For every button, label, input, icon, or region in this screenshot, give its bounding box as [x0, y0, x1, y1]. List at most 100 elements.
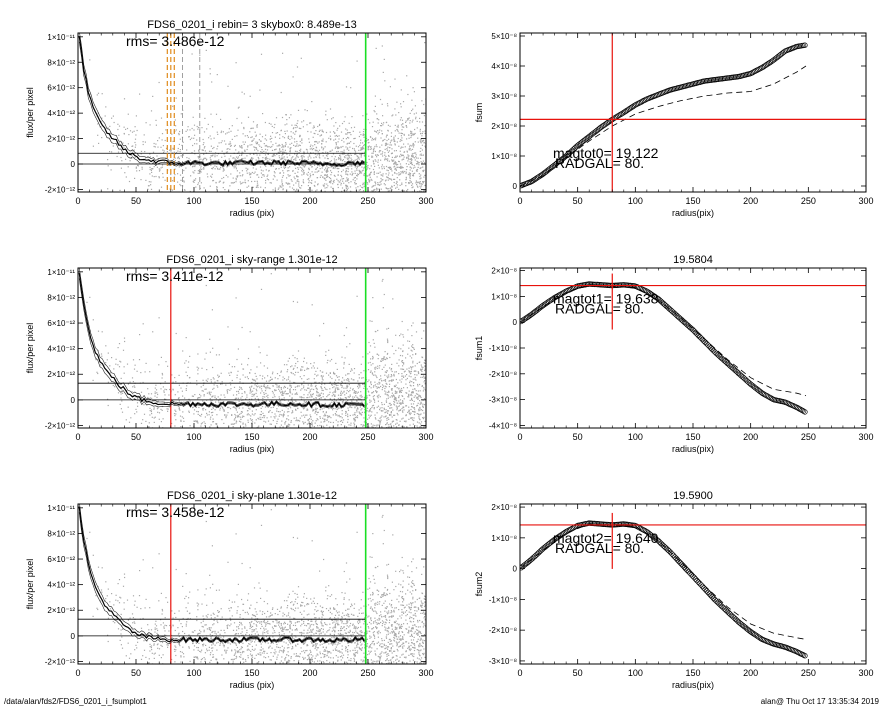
pixel-point — [326, 164, 328, 166]
pixel-point — [123, 337, 126, 339]
pixel-point — [143, 134, 145, 136]
pixel-point — [345, 432, 346, 433]
pixel-point — [294, 141, 296, 143]
pixel-point — [378, 167, 380, 169]
pixel-point — [301, 155, 303, 157]
pixel-point — [422, 160, 424, 162]
pixel-point — [152, 168, 154, 170]
pixel-point — [282, 429, 283, 430]
pixel-point — [403, 376, 405, 378]
pixel-point — [393, 184, 395, 187]
pixel-point — [292, 206, 293, 207]
pixel-point — [255, 392, 257, 394]
pixel-point — [335, 414, 337, 416]
pixel-point — [290, 179, 292, 181]
pixel-point — [394, 108, 396, 110]
pixel-point — [166, 408, 168, 410]
pixel-point — [351, 433, 352, 434]
pixel-point — [216, 166, 218, 168]
pixel-point — [410, 181, 412, 183]
pixel-point — [259, 352, 261, 354]
pixel-point — [384, 364, 386, 366]
pixel-point — [332, 438, 333, 439]
pixel-point — [424, 426, 426, 428]
pixel-point — [394, 401, 396, 403]
pixel-point — [278, 396, 280, 398]
pixel-point — [279, 137, 281, 139]
pixel-point — [184, 189, 186, 191]
x-axis-label: radius(pix) — [672, 208, 714, 218]
pixel-point — [125, 419, 127, 421]
pixel-point — [409, 172, 412, 175]
pixel-point — [296, 154, 298, 157]
growth-point — [755, 67, 761, 73]
pixel-point — [349, 445, 350, 446]
pixel-point — [395, 384, 397, 386]
pixel-point — [191, 53, 193, 55]
y-axis-label: flux/per pixel — [25, 87, 35, 138]
pixel-point — [292, 197, 293, 198]
pixel-point — [419, 406, 421, 409]
pixel-point — [401, 166, 403, 168]
pixel-point — [358, 169, 360, 171]
pixel-point — [414, 365, 416, 367]
pixel-point — [158, 168, 160, 170]
pixel-point — [212, 179, 215, 182]
pixel-point — [413, 417, 415, 419]
pixel-point — [212, 421, 215, 423]
pixel-point — [134, 141, 136, 144]
pixel-point — [160, 117, 163, 119]
pixel-point — [242, 181, 244, 184]
pixel-point — [420, 161, 422, 163]
growth-point — [537, 173, 544, 179]
pixel-point — [279, 172, 281, 174]
pixel-point — [313, 157, 315, 159]
pixel-point — [289, 174, 291, 177]
pixel-point — [419, 150, 421, 152]
pixel-point — [279, 172, 281, 174]
pixel-point — [265, 421, 267, 423]
pixel-point — [382, 179, 384, 181]
pixel-point — [396, 101, 398, 103]
pixel-point — [345, 457, 346, 458]
pixel-point — [342, 429, 343, 430]
pixel-point — [270, 123, 272, 125]
pixel-point — [202, 384, 204, 386]
pixel-point — [193, 45, 195, 48]
pixel-point — [287, 387, 289, 389]
pixel-point — [422, 390, 424, 392]
pixel-point — [396, 200, 397, 201]
pixel-point — [348, 149, 350, 151]
pixel-point — [396, 177, 398, 179]
pixel-point — [255, 419, 257, 421]
pixel-point — [191, 127, 193, 130]
pixel-point — [329, 391, 331, 393]
pixel-point — [283, 156, 285, 158]
pixel-point — [289, 166, 291, 168]
pixel-point — [328, 177, 331, 179]
pixel-point — [333, 158, 335, 160]
pixel-point — [303, 375, 305, 377]
pixel-point — [374, 207, 375, 208]
pixel-point — [370, 171, 372, 173]
pixel-point — [289, 406, 291, 408]
pixel-point — [271, 436, 272, 437]
pixel-point — [260, 53, 263, 55]
pixel-point — [374, 150, 376, 153]
pixel-point — [204, 422, 206, 425]
pixel-point — [338, 436, 339, 437]
pixel-point — [374, 381, 376, 383]
pixel-point — [330, 182, 332, 184]
pixel-point — [381, 45, 383, 47]
pixel-point — [347, 170, 349, 173]
pixel-point — [255, 141, 257, 143]
pixel-point — [372, 150, 375, 152]
pixel-point — [221, 156, 223, 158]
pixel-point — [194, 170, 196, 172]
pixel-point — [399, 379, 401, 381]
pixel-point — [155, 119, 157, 121]
pixel-point — [343, 387, 345, 389]
y-tick-label: 2×10⁻¹² — [47, 135, 75, 144]
pixel-point — [289, 147, 291, 149]
pixel-point — [344, 397, 346, 399]
